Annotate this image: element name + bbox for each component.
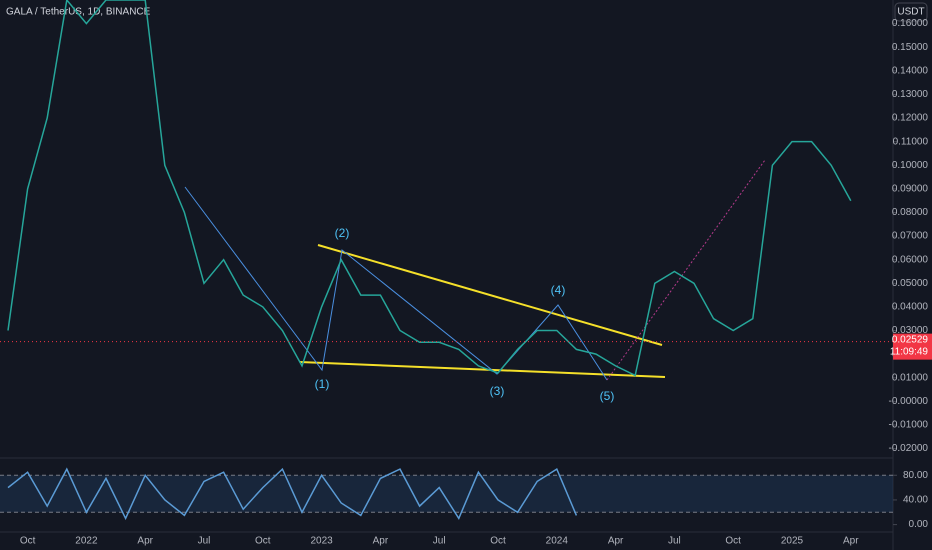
- x-tick-label: Apr: [608, 536, 624, 547]
- x-tick-label: Apr: [137, 536, 153, 547]
- y-tick-label: 0.11000: [893, 136, 929, 147]
- y-tick-label: 0.14000: [892, 65, 929, 76]
- y-tick-label: 0.13000: [892, 89, 929, 100]
- y-tick-label: 0.03000: [892, 325, 929, 336]
- y-tick-label: 0.12000: [892, 113, 929, 124]
- y-tick-label: -0.02000: [889, 443, 929, 454]
- x-tick-label: Jul: [433, 536, 446, 547]
- wave-label: (5): [600, 389, 615, 403]
- symbol-title: GALA / TetherUS, 1D, BINANCE: [6, 7, 151, 18]
- x-tick-label: 2025: [781, 536, 804, 547]
- currency-button[interactable]: [894, 2, 928, 22]
- y-tick-label: 0.01000: [892, 372, 929, 383]
- x-tick-label: 2022: [75, 536, 98, 547]
- y-tick-label: 40.00: [903, 495, 928, 506]
- trend-line: [317, 244, 663, 346]
- wave-label: (3): [490, 384, 505, 398]
- trend-line: [299, 361, 666, 378]
- wave-label: (2): [335, 226, 350, 240]
- y-tick-label: 0.15000: [892, 42, 929, 53]
- x-tick-label: Jul: [198, 536, 211, 547]
- y-tick-label: 0.00: [909, 519, 929, 530]
- y-tick-label: -0.00000: [889, 396, 929, 407]
- y-tick-label: -0.01000: [889, 420, 929, 431]
- wave-label: (1): [315, 377, 330, 391]
- x-tick-label: 2023: [310, 536, 333, 547]
- x-tick-label: 2024: [546, 536, 569, 547]
- oscillator-band: [0, 475, 893, 513]
- y-tick-label: 0.07000: [892, 231, 929, 242]
- x-tick-label: Oct: [725, 536, 741, 547]
- x-tick-label: Apr: [373, 536, 389, 547]
- x-tick-label: Oct: [255, 536, 271, 547]
- x-tick-label: Jul: [668, 536, 681, 547]
- projection-line: [606, 159, 766, 381]
- y-tick-label: 0.06000: [892, 254, 929, 265]
- x-tick-label: Oct: [490, 536, 506, 547]
- y-tick-label: 0.08000: [892, 207, 929, 218]
- y-tick-label: 0.05000: [892, 278, 929, 289]
- y-tick-label: 80.00: [903, 470, 928, 481]
- y-tick-label: 0.04000: [892, 302, 929, 313]
- countdown-label: 11:09:49: [890, 346, 929, 357]
- wave-line: [184, 186, 608, 381]
- x-tick-label: Apr: [843, 536, 859, 547]
- drawings: [184, 159, 766, 381]
- y-tick-label: 0.16000: [892, 18, 929, 29]
- x-tick-label: Oct: [20, 536, 36, 547]
- currency-label[interactable]: USDT: [897, 7, 924, 18]
- y-tick-label: 0.10000: [892, 160, 929, 171]
- wave-label: (4): [551, 283, 566, 297]
- price-line: [7, 0, 852, 377]
- y-tick-label: 0.09000: [892, 184, 929, 195]
- last-price-box: [893, 333, 932, 360]
- last-price-label: 0.02529: [892, 334, 929, 345]
- oscillator-line: [7, 467, 578, 521]
